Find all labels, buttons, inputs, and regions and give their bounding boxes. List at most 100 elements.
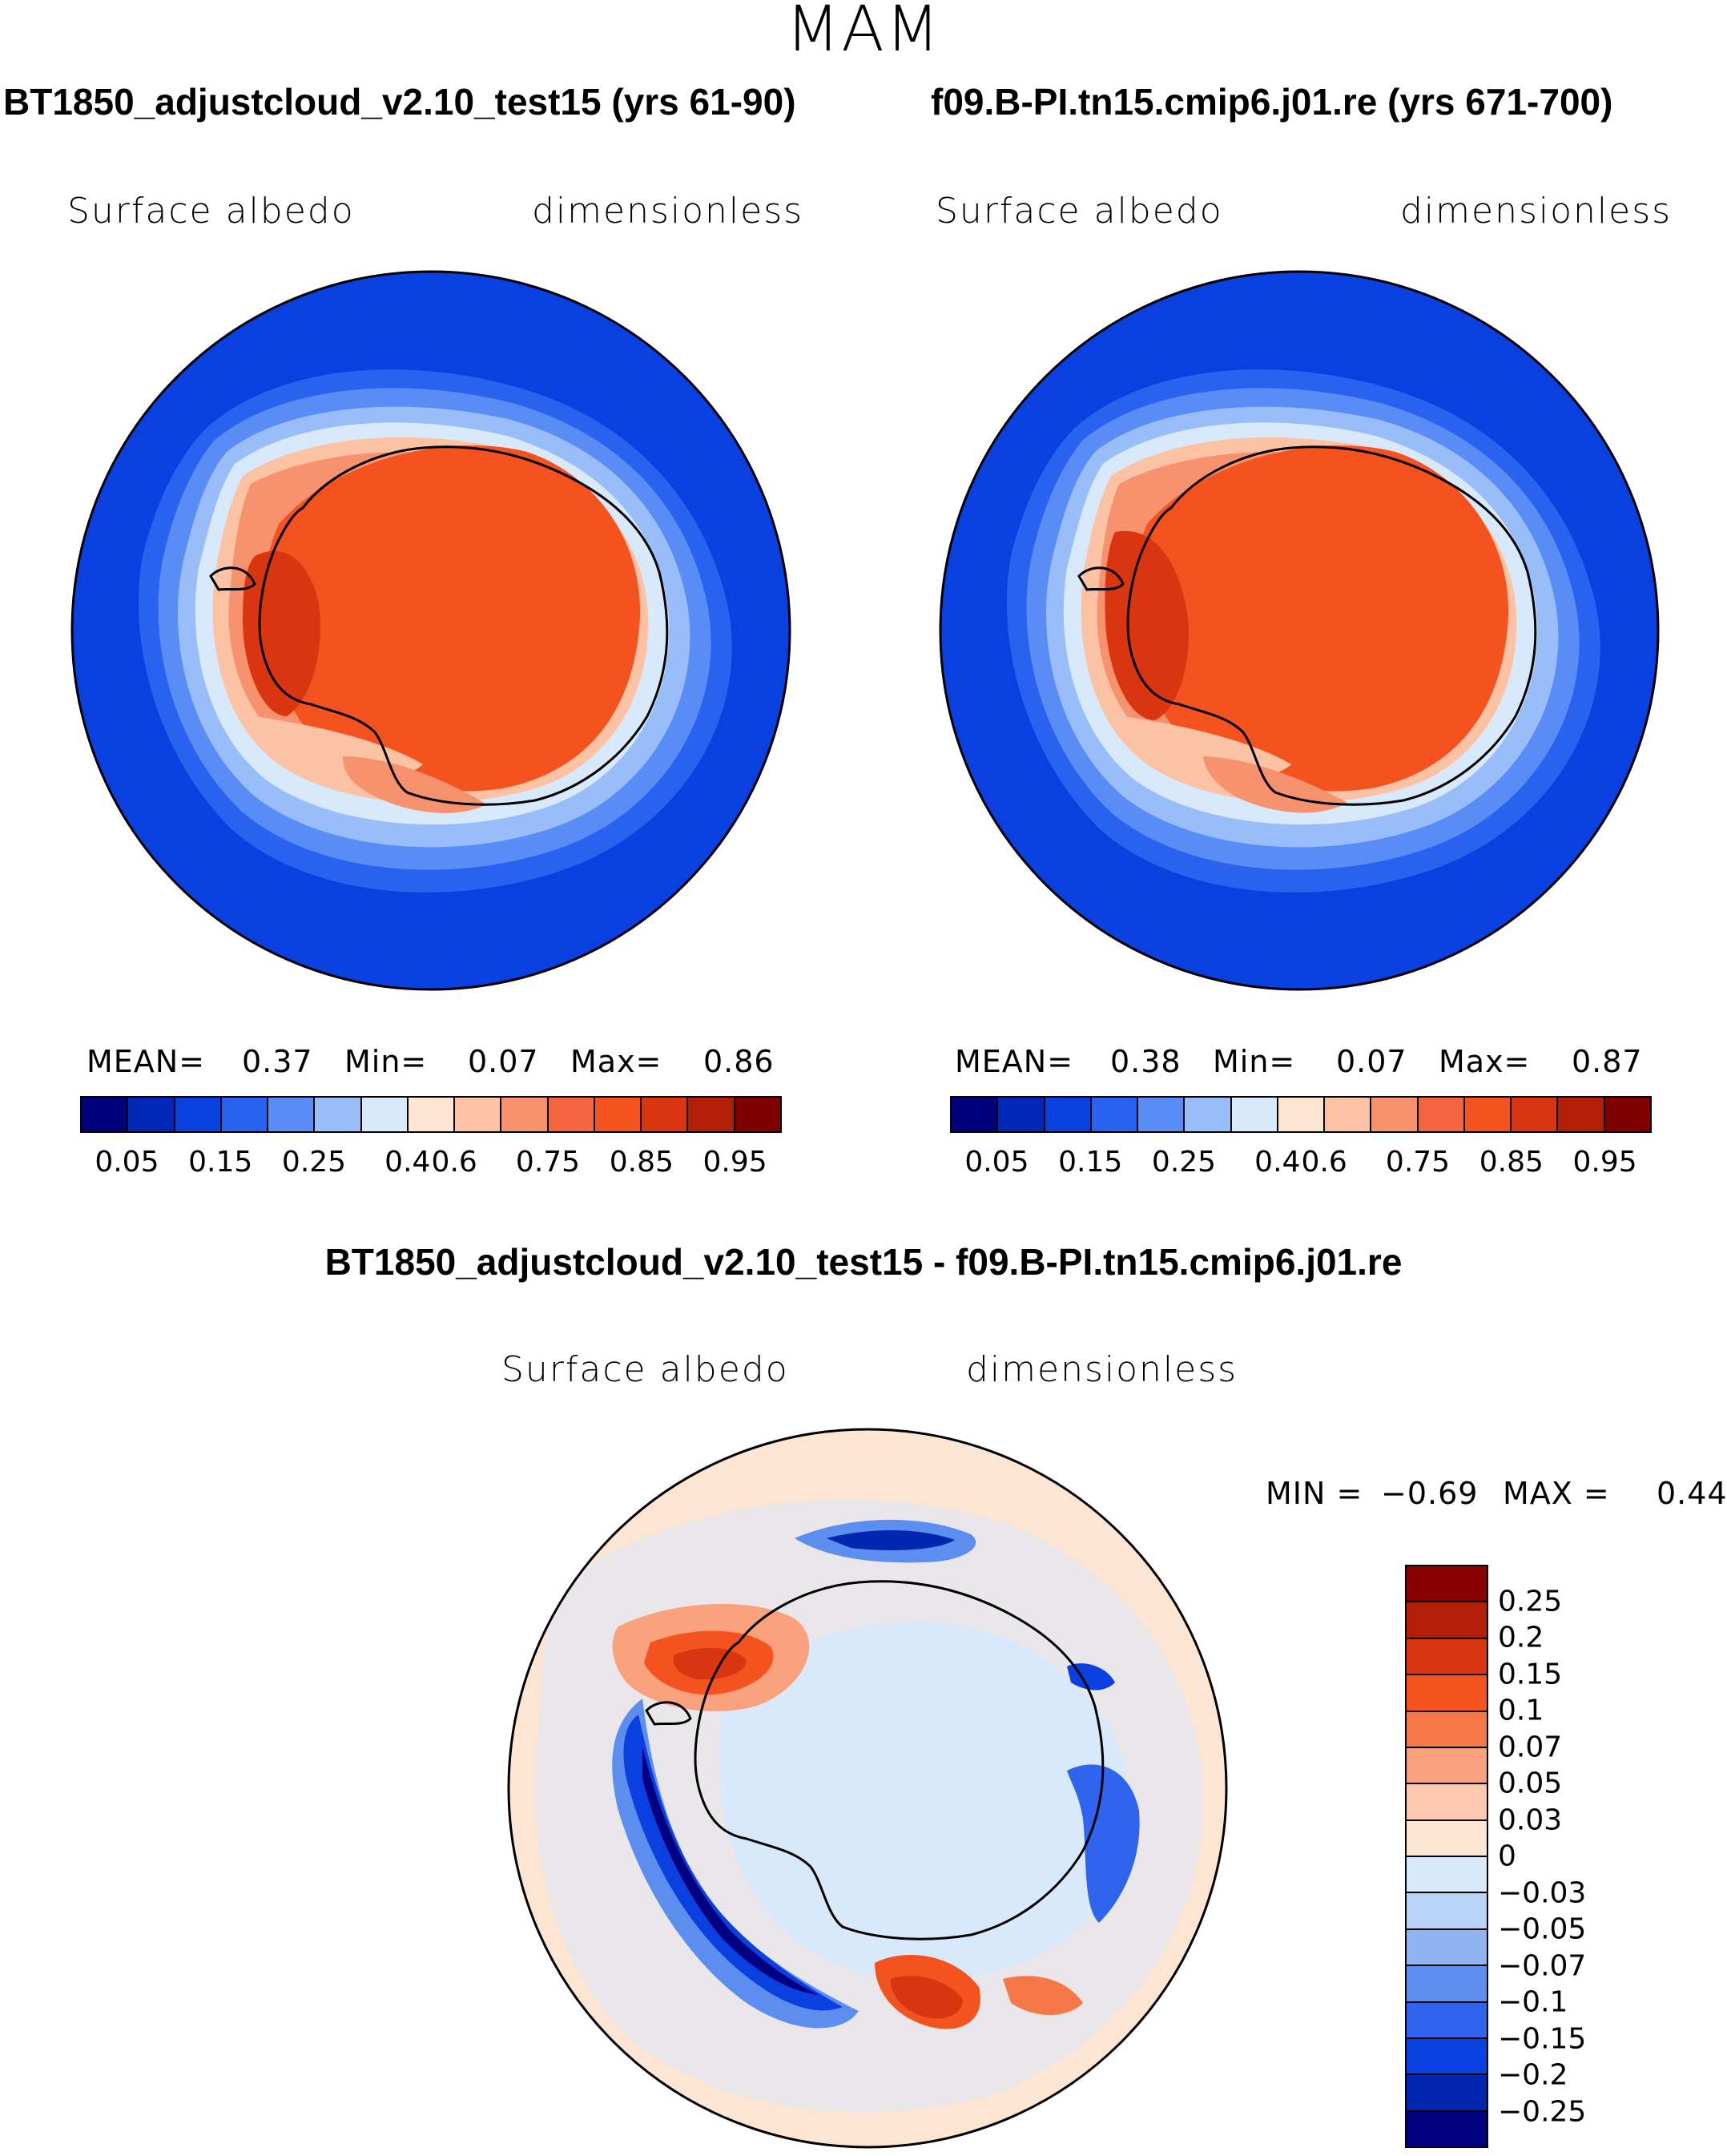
diff-colorbar-box-7 xyxy=(1407,1820,1487,1857)
colorbar-box-10 xyxy=(1418,1098,1465,1131)
diff-colorbar-box-13 xyxy=(1407,2038,1487,2076)
colorbar-box-8 xyxy=(1325,1098,1372,1131)
colorbar-box-5 xyxy=(315,1098,362,1131)
diff-colorbar-tick-label: −0.25 xyxy=(1498,2095,1587,2128)
panel1-mean-label: MEAN= xyxy=(87,1044,206,1079)
colorbar-box-2 xyxy=(175,1098,222,1131)
colorbar-box-12 xyxy=(642,1098,689,1131)
diff-colorbar-box-8 xyxy=(1407,1857,1487,1894)
panel2-mean-label: MEAN= xyxy=(955,1044,1074,1079)
colorbar-tick-label: 0.95 xyxy=(1572,1146,1637,1179)
diff-colorbar-tick-label: −0.2 xyxy=(1498,2058,1568,2092)
panel2-max-label: Max= xyxy=(1439,1044,1531,1079)
panel1-units: dimensionless xyxy=(532,191,804,232)
diff-min-value: −0.69 xyxy=(1381,1476,1479,1511)
colorbar-box-9 xyxy=(501,1098,549,1131)
colorbar-box-14 xyxy=(735,1098,780,1131)
colorbar-tick-label: 0.4 xyxy=(384,1146,431,1179)
diff-min-label: MIN = xyxy=(1266,1476,1363,1511)
diff-colorbar-tick-label: 0.07 xyxy=(1498,1731,1563,1763)
panel1-min-value: 0.07 xyxy=(468,1044,539,1079)
panel2-min-label: Min= xyxy=(1213,1044,1296,1079)
colorbar-tick-label: 0.4 xyxy=(1254,1146,1301,1179)
panel2-colorbar xyxy=(950,1096,1652,1133)
panel2-max-value: 0.87 xyxy=(1572,1044,1643,1079)
colorbar-box-4 xyxy=(1138,1098,1186,1131)
diff-colorbar xyxy=(1405,1565,1488,2148)
colorbar-tick-label: 0.75 xyxy=(515,1146,581,1179)
panel1-max-value: 0.86 xyxy=(703,1044,775,1079)
colorbar-box-3 xyxy=(1091,1098,1139,1131)
colorbar-tick-label: 0.6 xyxy=(1301,1146,1347,1179)
diff-colorbar-box-3 xyxy=(1407,1675,1487,1712)
panel1-map xyxy=(70,270,791,991)
colorbar-box-1 xyxy=(128,1098,175,1131)
diff-colorbar-tick-label: −0.1 xyxy=(1498,1985,1568,2019)
diff-colorbar-tick-label: 0.1 xyxy=(1498,1694,1544,1727)
colorbar-box-8 xyxy=(455,1098,502,1131)
diff-colorbar-box-9 xyxy=(1407,1893,1487,1930)
colorbar-tick-label: 0.15 xyxy=(1058,1146,1123,1179)
diff-colorbar-tick-label: −0.07 xyxy=(1498,1949,1587,1982)
diff-colorbar-box-2 xyxy=(1407,1638,1487,1676)
colorbar-tick-label: 0.75 xyxy=(1385,1146,1451,1179)
colorbar-tick-label: 0.95 xyxy=(702,1146,767,1179)
colorbar-box-7 xyxy=(1278,1098,1326,1131)
colorbar-tick-label: 0.05 xyxy=(95,1146,159,1179)
colorbar-tick-label: 0.6 xyxy=(431,1146,477,1179)
diff-max-label: MAX = xyxy=(1503,1476,1610,1511)
colorbar-box-13 xyxy=(688,1098,735,1131)
colorbar-box-4 xyxy=(268,1098,316,1131)
colorbar-box-2 xyxy=(1045,1098,1092,1131)
colorbar-box-1 xyxy=(998,1098,1045,1131)
panel2-mean-value: 0.38 xyxy=(1110,1044,1182,1079)
diff-colorbar-box-12 xyxy=(1407,2002,1487,2039)
colorbar-box-10 xyxy=(548,1098,595,1131)
diff-units: dimensionless xyxy=(966,1349,1238,1390)
colorbar-tick-label: 0.15 xyxy=(188,1146,253,1179)
colorbar-box-9 xyxy=(1371,1098,1419,1131)
season-title: MAM xyxy=(786,0,941,66)
diff-colorbar-tick-label: −0.03 xyxy=(1498,1876,1587,1909)
panel1-variable: Surface albedo xyxy=(67,191,355,232)
panel1-max-label: Max= xyxy=(570,1044,662,1079)
colorbar-tick-label: 0.25 xyxy=(281,1146,347,1179)
panel2-variable: Surface albedo xyxy=(936,191,1223,232)
panel2-map xyxy=(939,270,1660,991)
diff-colorbar-box-11 xyxy=(1407,1966,1487,2003)
colorbar-box-6 xyxy=(361,1098,409,1131)
diff-colorbar-tick-label: 0 xyxy=(1498,1840,1516,1873)
diff-colorbar-tick-label: 0.2 xyxy=(1498,1621,1544,1654)
diff-colorbar-tick-label: 0.25 xyxy=(1498,1585,1563,1618)
diff-colorbar-tick-label: −0.05 xyxy=(1498,1912,1587,1946)
colorbar-box-3 xyxy=(221,1098,269,1131)
colorbar-tick-label: 0.85 xyxy=(609,1146,674,1179)
colorbar-box-12 xyxy=(1512,1098,1559,1131)
colorbar-tick-label: 0.05 xyxy=(964,1146,1029,1179)
panel1-min-label: Min= xyxy=(344,1044,428,1079)
colorbar-box-0 xyxy=(82,1098,129,1131)
diff-variable: Surface albedo xyxy=(501,1349,789,1390)
panel1-colorbar xyxy=(80,1096,782,1133)
diff-max-value: 0.44 xyxy=(1657,1476,1727,1511)
diff-colorbar-box-6 xyxy=(1407,1784,1487,1821)
panel2-title: f09.B-PI.tn15.cmip6.j01.re (yrs 671-700) xyxy=(931,81,1613,123)
diff-colorbar-tick-label: 0.05 xyxy=(1498,1767,1563,1800)
diff-map xyxy=(507,1428,1228,2149)
diff-colorbar-box-10 xyxy=(1407,1929,1487,1967)
panel1-mean-value: 0.37 xyxy=(242,1044,313,1079)
diff-colorbar-box-14 xyxy=(1407,2075,1487,2112)
diff-colorbar-tick-label: 0.15 xyxy=(1498,1658,1563,1691)
colorbar-box-14 xyxy=(1604,1098,1650,1131)
panel1-title: BT1850_adjustcloud_v2.10_test15 (yrs 61-… xyxy=(3,81,796,123)
diff-colorbar-box-1 xyxy=(1407,1602,1487,1639)
colorbar-box-5 xyxy=(1185,1098,1232,1131)
diff-colorbar-box-15 xyxy=(1407,2111,1487,2146)
colorbar-box-7 xyxy=(408,1098,456,1131)
diff-colorbar-box-0 xyxy=(1407,1566,1487,1603)
colorbar-box-0 xyxy=(952,1098,999,1131)
diff-title: BT1850_adjustcloud_v2.10_test15 - f09.B-… xyxy=(324,1241,1403,1283)
colorbar-box-6 xyxy=(1231,1098,1278,1131)
diff-colorbar-box-5 xyxy=(1407,1747,1487,1785)
panel2-units: dimensionless xyxy=(1400,191,1673,232)
